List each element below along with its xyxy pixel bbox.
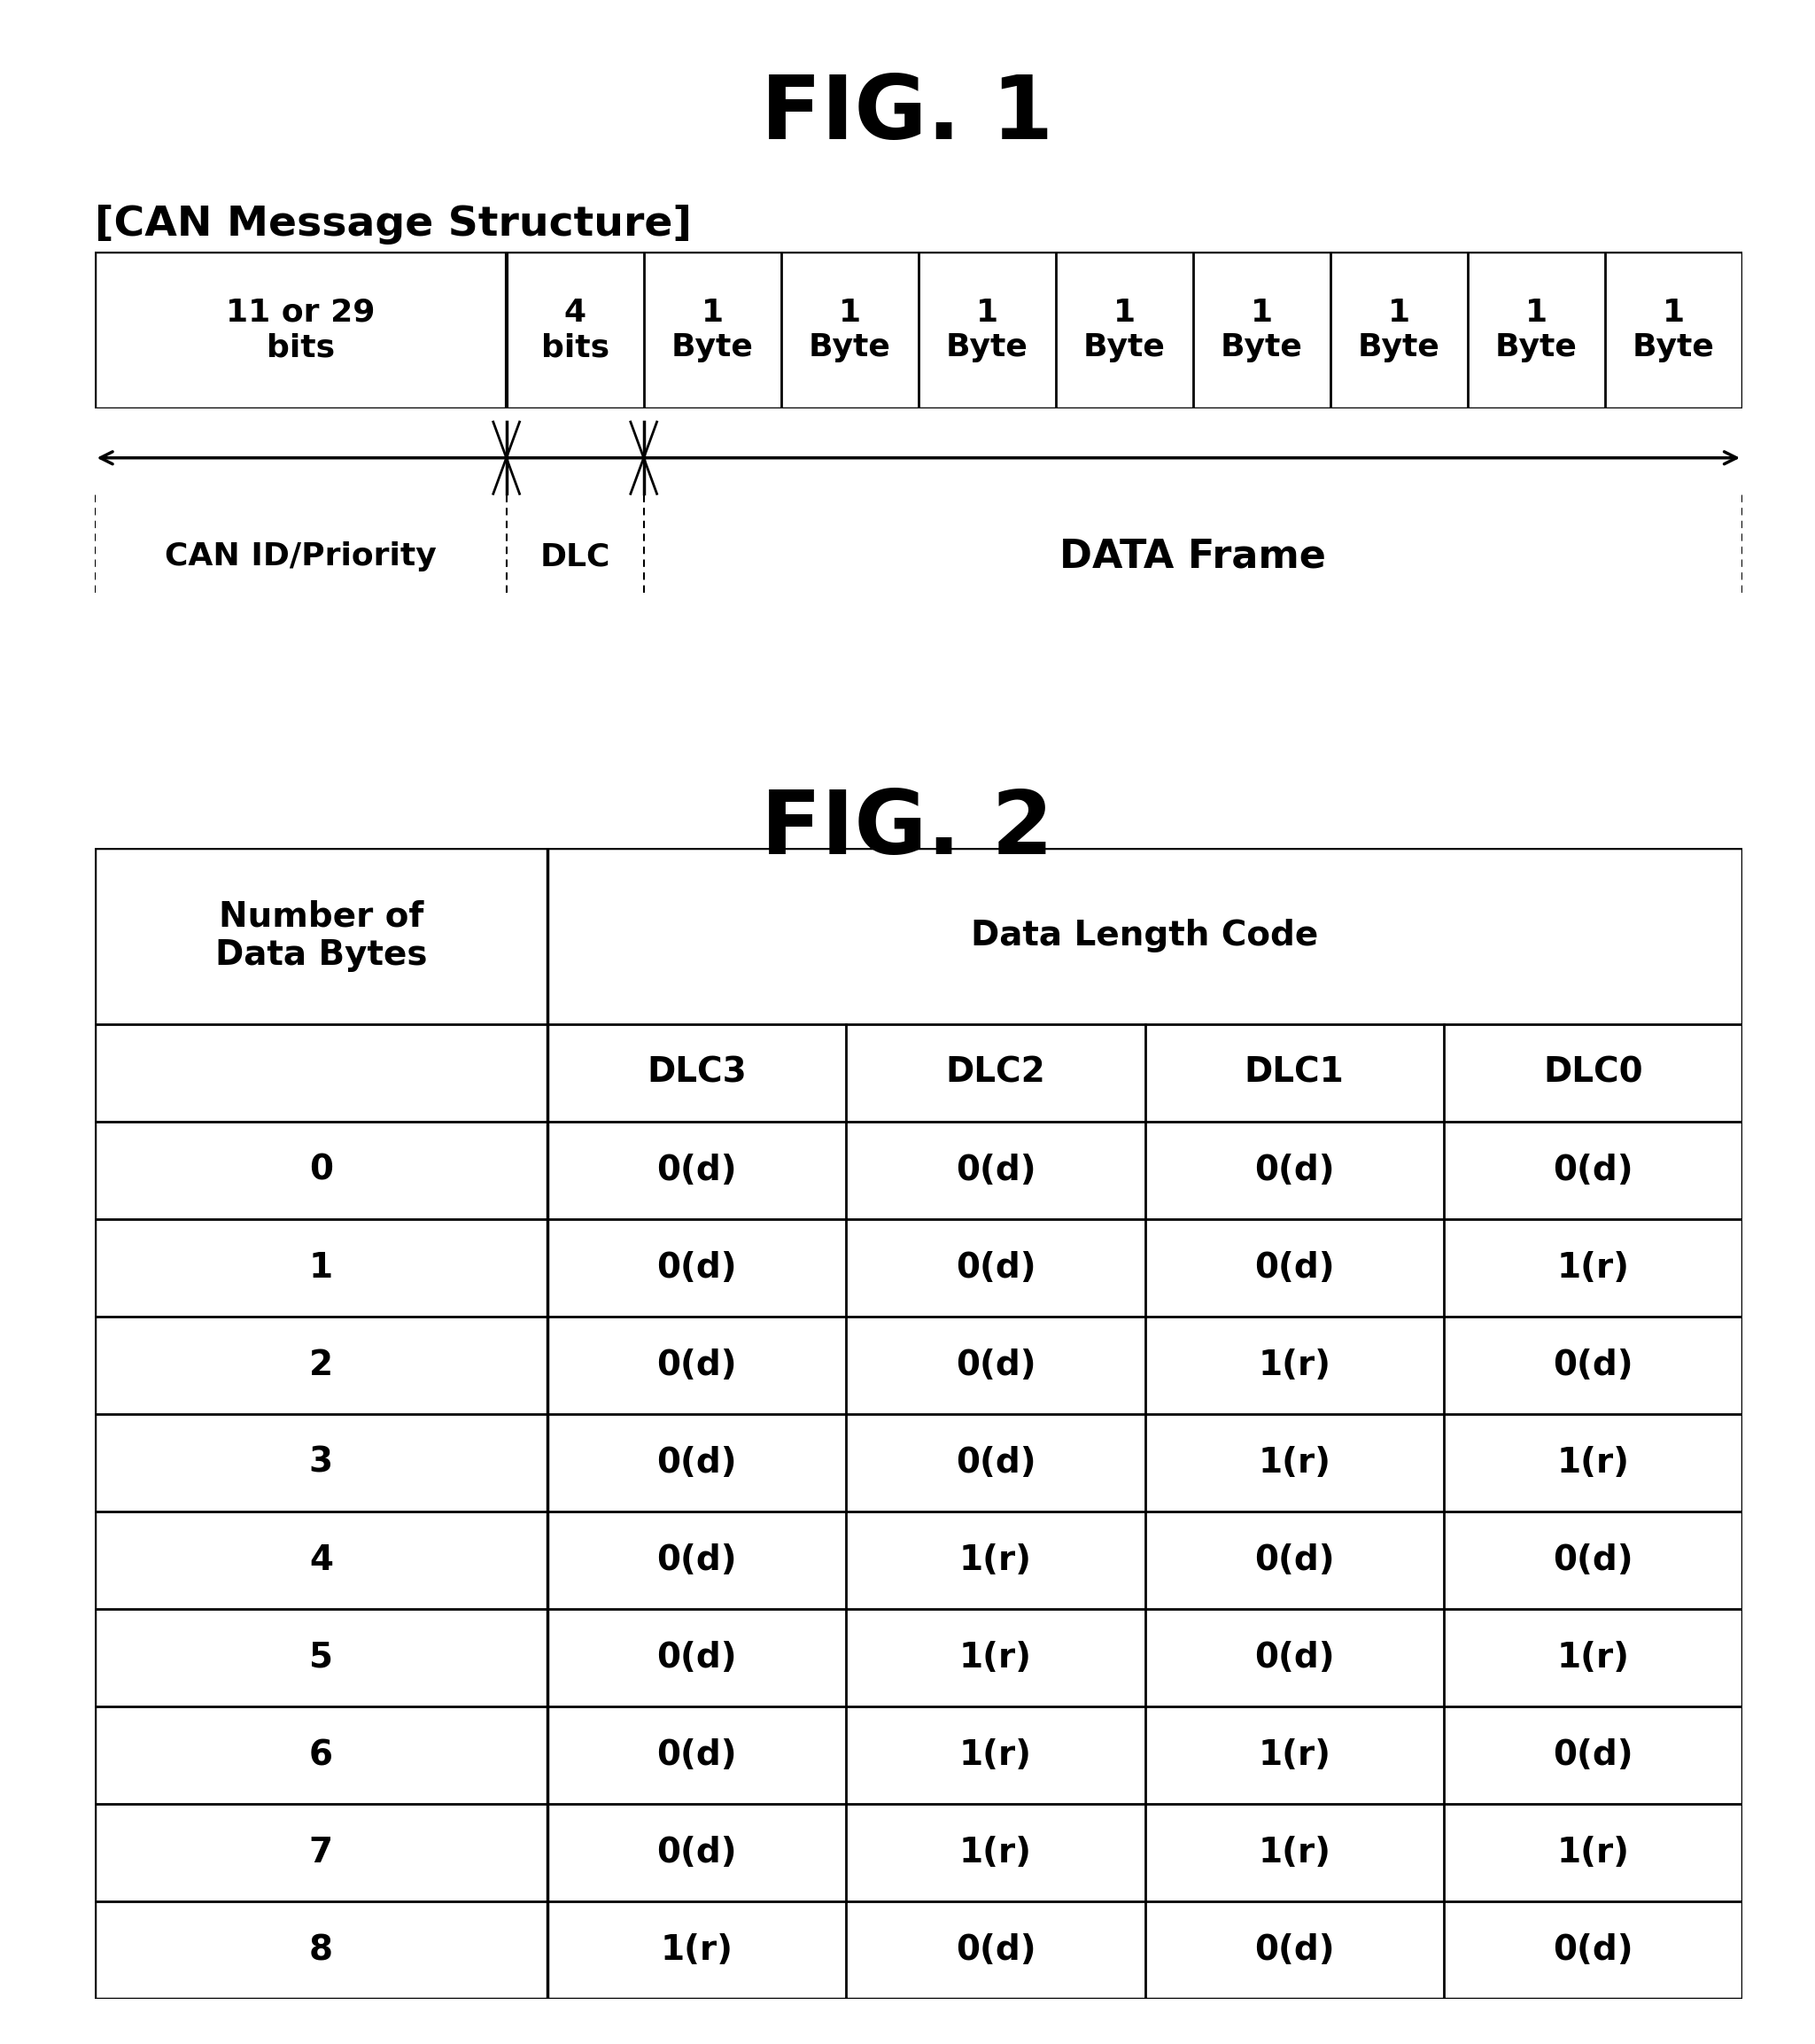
Text: 1(r): 1(r) <box>1557 1251 1630 1284</box>
Text: CAN ID/Priority: CAN ID/Priority <box>165 542 436 572</box>
Text: 11 or 29
bits: 11 or 29 bits <box>225 298 376 362</box>
Text: Number of
Data Bytes: Number of Data Bytes <box>214 899 427 973</box>
Text: 6: 6 <box>309 1737 332 1772</box>
Text: 0(d): 0(d) <box>1554 1349 1634 1382</box>
Text: DATA Frame: DATA Frame <box>1060 538 1327 576</box>
Text: 1(r): 1(r) <box>1557 1641 1630 1674</box>
Text: FIG. 2: FIG. 2 <box>760 787 1055 873</box>
Text: 0(d): 0(d) <box>657 1737 737 1772</box>
Text: 1(r): 1(r) <box>960 1737 1033 1772</box>
Text: 0(d): 0(d) <box>657 1641 737 1674</box>
Text: 0(d): 0(d) <box>1254 1934 1334 1966</box>
Text: DLC0: DLC0 <box>1543 1057 1643 1089</box>
Text: 0(d): 0(d) <box>955 1251 1036 1284</box>
Text: DLC3: DLC3 <box>646 1057 748 1089</box>
Text: 1
Byte: 1 Byte <box>946 298 1027 362</box>
Text: 0(d): 0(d) <box>955 1934 1036 1966</box>
Text: 1(r): 1(r) <box>661 1934 733 1966</box>
Text: 1(r): 1(r) <box>1258 1836 1330 1870</box>
Text: 3: 3 <box>309 1445 332 1480</box>
Text: 1(r): 1(r) <box>960 1641 1033 1674</box>
Text: FIG. 1: FIG. 1 <box>760 72 1055 157</box>
Text: 0(d): 0(d) <box>955 1445 1036 1480</box>
Text: 4
bits: 4 bits <box>541 298 610 362</box>
Text: 1(r): 1(r) <box>1258 1445 1330 1480</box>
Text: DLC2: DLC2 <box>946 1057 1045 1089</box>
Text: 1(r): 1(r) <box>960 1836 1033 1870</box>
Text: 1: 1 <box>309 1251 332 1284</box>
Text: 0(d): 0(d) <box>1554 1737 1634 1772</box>
Text: 0(d): 0(d) <box>1554 1153 1634 1188</box>
Text: 0(d): 0(d) <box>955 1349 1036 1382</box>
Text: 0(d): 0(d) <box>1554 1543 1634 1578</box>
Text: [CAN Message Structure]: [CAN Message Structure] <box>94 204 692 245</box>
Text: 8: 8 <box>309 1934 332 1966</box>
Text: 0(d): 0(d) <box>657 1251 737 1284</box>
Text: 0(d): 0(d) <box>1554 1934 1634 1966</box>
Text: 0(d): 0(d) <box>657 1543 737 1578</box>
Text: 0(d): 0(d) <box>1254 1543 1334 1578</box>
Text: 0(d): 0(d) <box>1254 1251 1334 1284</box>
Text: 1(r): 1(r) <box>1557 1836 1630 1870</box>
Text: 0(d): 0(d) <box>657 1153 737 1188</box>
Text: 1
Byte: 1 Byte <box>1496 298 1577 362</box>
Text: 1(r): 1(r) <box>1258 1737 1330 1772</box>
Text: 0(d): 0(d) <box>1254 1641 1334 1674</box>
Text: DLC: DLC <box>539 542 610 572</box>
Text: 0(d): 0(d) <box>657 1836 737 1870</box>
Text: 1
Byte: 1 Byte <box>1221 298 1303 362</box>
Text: 0(d): 0(d) <box>1254 1153 1334 1188</box>
Text: Data Length Code: Data Length Code <box>971 920 1320 953</box>
Text: 1
Byte: 1 Byte <box>1634 298 1715 362</box>
Text: 1
Byte: 1 Byte <box>1358 298 1439 362</box>
Text: 7: 7 <box>309 1836 332 1870</box>
Text: 4: 4 <box>309 1543 332 1578</box>
Text: 1(r): 1(r) <box>1557 1445 1630 1480</box>
Text: 0(d): 0(d) <box>955 1153 1036 1188</box>
Text: 0(d): 0(d) <box>657 1349 737 1382</box>
Text: 1(r): 1(r) <box>1258 1349 1330 1382</box>
Text: 2: 2 <box>309 1349 332 1382</box>
Text: 0: 0 <box>309 1153 332 1188</box>
Text: 1
Byte: 1 Byte <box>672 298 753 362</box>
Text: 1
Byte: 1 Byte <box>1084 298 1165 362</box>
Text: 1
Byte: 1 Byte <box>809 298 891 362</box>
Text: 0(d): 0(d) <box>657 1445 737 1480</box>
Text: 1(r): 1(r) <box>960 1543 1033 1578</box>
Text: 5: 5 <box>309 1641 332 1674</box>
Text: DLC1: DLC1 <box>1245 1057 1345 1089</box>
